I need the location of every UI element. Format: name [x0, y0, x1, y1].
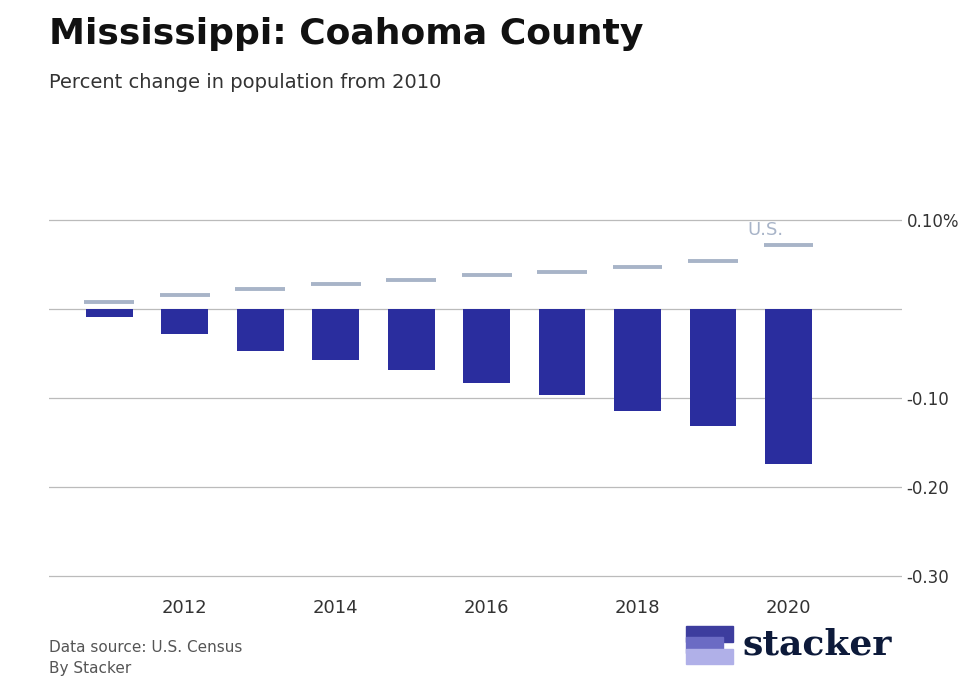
Text: Data source: U.S. Census: Data source: U.S. Census: [49, 640, 242, 654]
Text: Mississippi: Coahoma County: Mississippi: Coahoma County: [49, 17, 644, 52]
Bar: [313, 309, 359, 360]
Bar: [765, 309, 811, 464]
Bar: [388, 309, 434, 370]
Text: Percent change in population from 2010: Percent change in population from 2010: [49, 73, 441, 92]
Bar: [690, 309, 736, 426]
Text: U.S.: U.S.: [748, 221, 784, 238]
Bar: [86, 309, 132, 317]
Bar: [539, 309, 585, 394]
Bar: [237, 309, 283, 351]
Bar: [614, 309, 661, 410]
Text: By Stacker: By Stacker: [49, 661, 131, 675]
Text: stacker: stacker: [743, 628, 892, 661]
Bar: [162, 309, 208, 334]
Bar: [464, 309, 510, 383]
